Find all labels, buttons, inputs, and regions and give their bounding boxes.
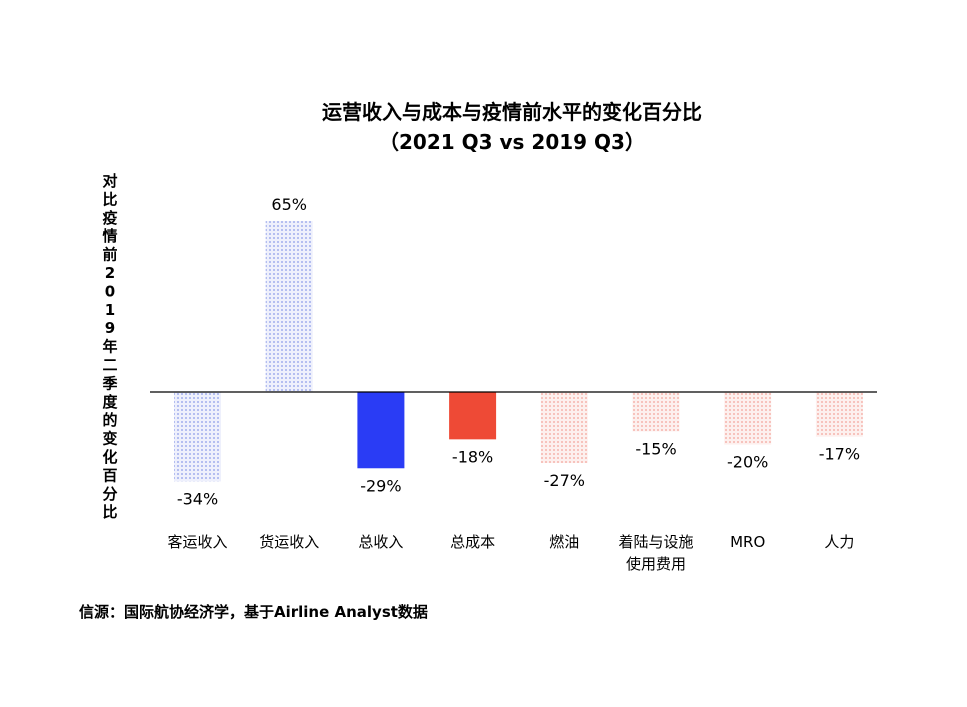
value-label-7: -20% (727, 453, 768, 472)
category-label-6: 着陆与设施使用费用 (618, 533, 693, 573)
value-label-4: -18% (452, 447, 493, 466)
value-label-6: -15% (635, 439, 676, 458)
y-axis-label-char: 2 (105, 264, 115, 282)
y-axis-label-char: 百 (102, 466, 117, 484)
bar-2 (265, 221, 313, 392)
y-axis-label-char: 对 (102, 172, 117, 190)
bar-7 (724, 392, 772, 445)
category-label-2: 货运收入 (259, 533, 319, 551)
y-axis-label-char: 分 (102, 485, 117, 503)
category-label-3: 总收入 (358, 533, 403, 551)
chart-title: 运营收入与成本与疫情前水平的变化百分比 (322, 100, 702, 124)
bar-6 (632, 392, 680, 432)
category-label-5: 燃油 (549, 533, 579, 551)
source-note: 信源：国际航协经济学，基于Airline Analyst数据 (79, 603, 428, 621)
y-axis-label-char: 1 (105, 301, 115, 319)
y-axis-label-char: 年 (102, 338, 117, 356)
y-axis-label-char: 比 (102, 190, 117, 208)
category-label-7: MRO (730, 533, 765, 551)
value-labels-group: -34% 65% -29% -18% -27% -15% -20% -17% (177, 195, 860, 508)
category-label-1: 客运收入 (167, 533, 227, 551)
value-label-2: 65% (271, 195, 307, 214)
y-axis-label-char: 季 (102, 374, 117, 392)
y-axis-label-char: 度 (102, 393, 118, 411)
value-label-1: -34% (177, 489, 218, 508)
y-axis-label-char: 的 (102, 411, 117, 429)
bar-5 (540, 392, 588, 464)
bars-group (174, 221, 863, 482)
bar-3 (357, 392, 405, 469)
chart-subtitle: （2021 Q3 vs 2019 Q3） (379, 130, 645, 154)
y-axis-label-char: 0 (105, 282, 115, 300)
y-axis-label-char: 二 (102, 356, 117, 374)
y-axis-label-char: 9 (105, 319, 115, 337)
category-label-4: 总成本 (450, 533, 495, 551)
y-axis-label-char: 前 (102, 246, 117, 264)
category-labels-group: 客运收入 货运收入 总收入 总成本 燃油 着陆与设施使用费用 MRO 人力 (167, 533, 854, 573)
bar-8 (815, 392, 863, 437)
category-label-8: 人力 (824, 533, 854, 551)
y-axis-label-char: 情 (102, 227, 117, 245)
y-axis-label-char: 疫 (102, 209, 117, 227)
value-label-5: -27% (544, 471, 585, 490)
y-axis-label-char: 变 (102, 430, 117, 448)
value-label-8: -17% (819, 445, 860, 464)
y-axis-label-char: 化 (102, 448, 117, 466)
bar-1 (174, 392, 221, 482)
value-label-3: -29% (360, 476, 401, 495)
y-axis-label-char: 比 (102, 503, 117, 521)
bar-4 (449, 392, 497, 440)
